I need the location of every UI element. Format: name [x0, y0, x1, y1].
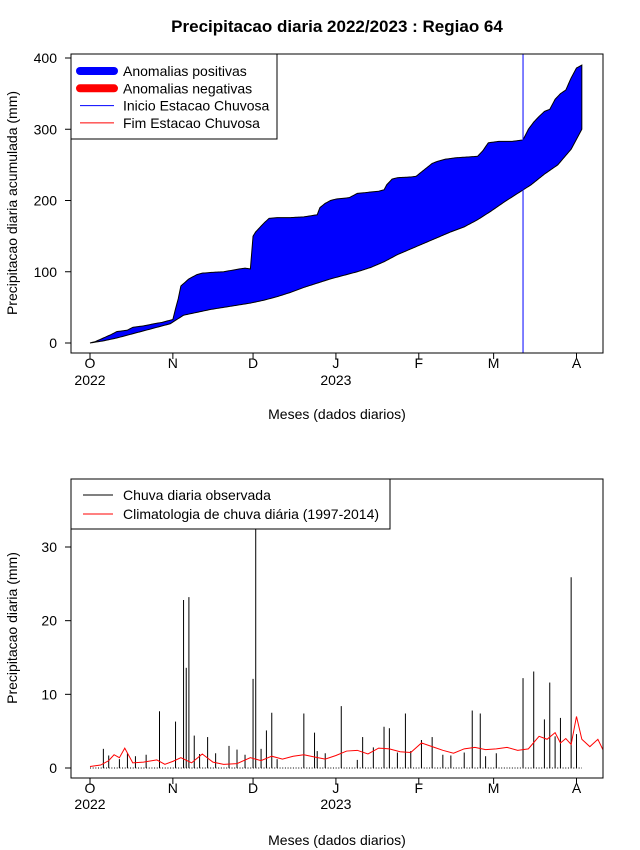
bottom-legend-label: Climatologia de chuva diária (1997-2014) — [123, 506, 379, 522]
cumulative-chart: 0 100 200 300 400 O N D J F M A 2022 2023 Precipitac… — [4, 50, 604, 422]
top-legend-label: Inicio Estacao Chuvosa — [123, 98, 270, 114]
top-ylabel: Precipitacao diaria acumulada (mm) — [4, 91, 20, 315]
bottom-x-tick-label: D — [248, 780, 258, 796]
top-legend-label: Anomalias positivas — [123, 63, 247, 79]
climatology-line — [89, 716, 603, 768]
bottom-y-axis: 0 10 20 30 — [41, 539, 72, 776]
chart-title: Precipitacao diaria 2022/2023 : Regiao 6… — [171, 17, 503, 36]
top-x-axis: O N D J F M A 2022 2023 — [74, 352, 582, 388]
bottom-x-tick-label: J — [332, 780, 339, 796]
top-legend-label: Anomalias negativas — [123, 80, 252, 96]
top-xlabel: Meses (dados diarios) — [268, 406, 406, 422]
top-x-tick-label: F — [414, 355, 423, 371]
top-x-tick-label: M — [488, 355, 500, 371]
bottom-x-tick-label: F — [414, 780, 423, 796]
bottom-x-tick-label: M — [488, 780, 500, 796]
top-year-label: 2022 — [74, 372, 105, 388]
top-y-tick-label: 100 — [34, 264, 58, 280]
bottom-year-label: 2022 — [74, 796, 105, 812]
bottom-ylabel: Precipitacao diaria (mm) — [4, 552, 20, 704]
bottom-xlabel: Meses (dados diarios) — [268, 832, 406, 848]
bottom-x-tick-label: A — [572, 780, 582, 796]
top-y-tick-label: 0 — [49, 335, 57, 351]
bottom-legend-box — [70, 478, 391, 530]
top-x-tick-label: J — [332, 355, 339, 371]
top-x-tick-label: N — [168, 355, 178, 371]
top-x-tick-label: A — [572, 355, 582, 371]
daily-chart: 0 10 20 30 O N D J F M A 2022 2023 Precipitacao dia… — [4, 478, 604, 848]
bottom-y-tick-label: 0 — [49, 760, 57, 776]
top-legend-label: Fim Estacao Chuvosa — [123, 115, 260, 131]
bottom-y-tick-label: 10 — [41, 686, 57, 702]
top-x-tick-label: D — [248, 355, 258, 371]
bottom-x-axis: O N D J F M A 2022 2023 — [74, 777, 582, 812]
top-y-tick-label: 300 — [34, 121, 58, 137]
cumulative-areas — [89, 64, 583, 344]
bottom-y-tick-label: 20 — [41, 613, 57, 629]
top-x-tick-label: O — [85, 355, 96, 371]
bottom-legend: Chuva diaria observada Climatologia de ch… — [70, 478, 391, 530]
positive-anomaly-area-0 — [89, 64, 583, 344]
bottom-y-tick-label: 30 — [41, 539, 57, 555]
top-y-tick-label: 200 — [34, 193, 58, 209]
bottom-x-tick-label: O — [85, 780, 96, 796]
bottom-legend-label: Chuva diaria observada — [123, 487, 271, 503]
top-year-label: 2023 — [320, 372, 351, 388]
top-y-tick-label: 400 — [34, 50, 58, 66]
daily-marks — [89, 513, 603, 769]
bottom-x-tick-label: N — [168, 780, 178, 796]
bottom-year-label: 2023 — [320, 796, 351, 812]
top-y-axis: 0 100 200 300 400 — [34, 50, 72, 351]
